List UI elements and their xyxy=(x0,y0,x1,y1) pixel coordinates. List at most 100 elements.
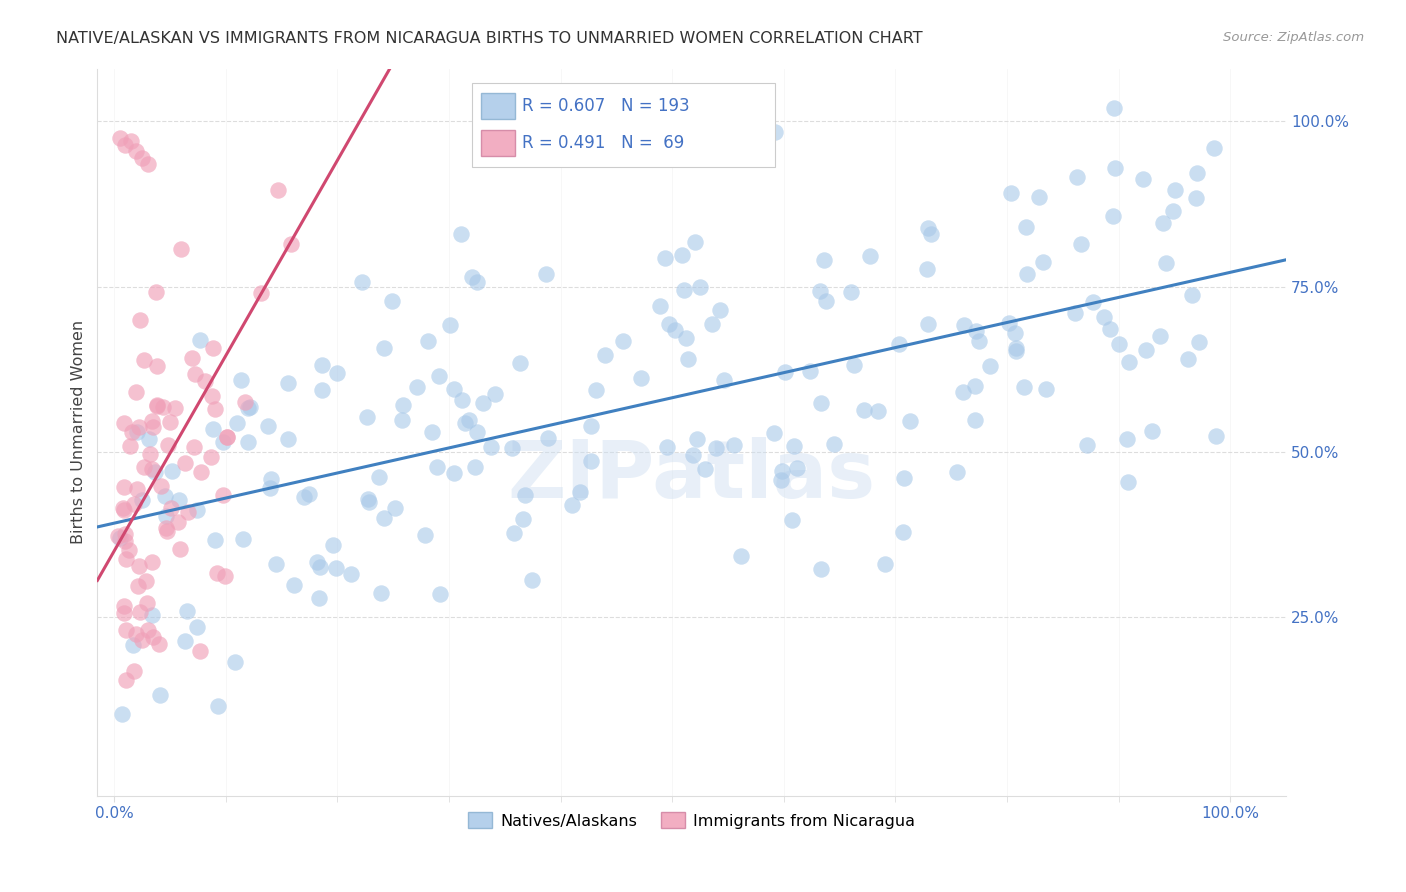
Point xyxy=(118,543,141,558)
Point xyxy=(427,368,450,383)
Point xyxy=(946,465,969,479)
Point xyxy=(963,413,986,427)
Point xyxy=(226,416,249,430)
Point xyxy=(579,418,602,433)
Point xyxy=(458,413,481,427)
Point xyxy=(484,387,506,401)
Point xyxy=(700,317,723,331)
Point xyxy=(267,183,290,197)
Point xyxy=(413,528,436,542)
Point xyxy=(1177,351,1199,366)
Point xyxy=(350,275,373,289)
Point xyxy=(280,237,302,252)
Point xyxy=(1116,432,1139,446)
Point xyxy=(520,574,543,588)
Point xyxy=(1005,343,1028,358)
Point xyxy=(953,318,976,332)
Point xyxy=(464,460,486,475)
Point xyxy=(112,480,135,494)
Point xyxy=(125,144,148,158)
Legend: Natives/Alaskans, Immigrants from Nicaragua: Natives/Alaskans, Immigrants from Nicara… xyxy=(463,805,921,835)
Point xyxy=(704,441,727,455)
Point xyxy=(115,623,138,637)
Point xyxy=(917,221,939,235)
Point xyxy=(1161,204,1184,219)
Point xyxy=(810,396,832,410)
Point xyxy=(136,157,159,171)
Point xyxy=(534,267,557,281)
Point xyxy=(204,401,226,416)
FancyBboxPatch shape xyxy=(481,94,515,120)
Point xyxy=(277,433,299,447)
Point xyxy=(129,606,152,620)
Point xyxy=(160,464,183,478)
Point xyxy=(207,698,229,713)
Point xyxy=(111,706,134,721)
Point xyxy=(891,524,914,539)
Point xyxy=(373,511,395,525)
Point xyxy=(581,454,603,468)
Point xyxy=(979,359,1001,374)
Point xyxy=(683,235,706,249)
Point xyxy=(654,251,676,265)
Point xyxy=(730,549,752,564)
Point xyxy=(762,426,785,441)
Point xyxy=(1015,267,1038,281)
Point xyxy=(260,473,283,487)
Point xyxy=(443,466,465,480)
Point xyxy=(114,534,136,549)
Point xyxy=(998,316,1021,330)
Point xyxy=(786,461,808,475)
Point xyxy=(461,269,484,284)
Point xyxy=(115,552,138,566)
Y-axis label: Births to Unmarried Women: Births to Unmarried Women xyxy=(72,320,86,544)
Point xyxy=(664,323,686,337)
Point xyxy=(181,351,204,365)
Point xyxy=(1063,306,1085,320)
Point xyxy=(561,498,583,512)
Point xyxy=(259,481,281,495)
Point xyxy=(893,470,915,484)
Point xyxy=(686,433,709,447)
Point xyxy=(141,462,163,476)
Point xyxy=(155,508,177,523)
Point xyxy=(131,492,153,507)
Point xyxy=(128,559,150,574)
Point xyxy=(842,358,865,372)
Point xyxy=(887,337,910,351)
Point xyxy=(612,334,634,348)
Point xyxy=(305,556,328,570)
Point xyxy=(165,401,187,416)
Point xyxy=(713,373,735,387)
FancyBboxPatch shape xyxy=(481,129,515,156)
Point xyxy=(125,384,148,399)
Point xyxy=(121,638,143,652)
Point xyxy=(322,538,344,552)
Point xyxy=(1028,190,1050,204)
Point xyxy=(479,440,502,454)
Point xyxy=(682,448,704,462)
Point xyxy=(512,512,534,526)
Point xyxy=(132,459,155,474)
Point xyxy=(770,464,793,478)
Point xyxy=(283,577,305,591)
Point xyxy=(1156,256,1178,270)
Point xyxy=(309,560,332,574)
Point xyxy=(256,419,278,434)
Point xyxy=(217,430,239,444)
Point xyxy=(141,414,163,428)
Point xyxy=(132,353,155,368)
Point xyxy=(763,125,786,139)
Point xyxy=(236,401,259,415)
Point xyxy=(120,134,142,148)
Point xyxy=(709,302,731,317)
Point xyxy=(233,394,256,409)
Point xyxy=(239,401,262,415)
Point xyxy=(1185,166,1208,180)
Point xyxy=(450,227,472,241)
Point xyxy=(298,487,321,501)
Point xyxy=(658,317,681,331)
Point xyxy=(917,317,939,331)
Point xyxy=(114,137,136,152)
Point xyxy=(249,286,271,301)
